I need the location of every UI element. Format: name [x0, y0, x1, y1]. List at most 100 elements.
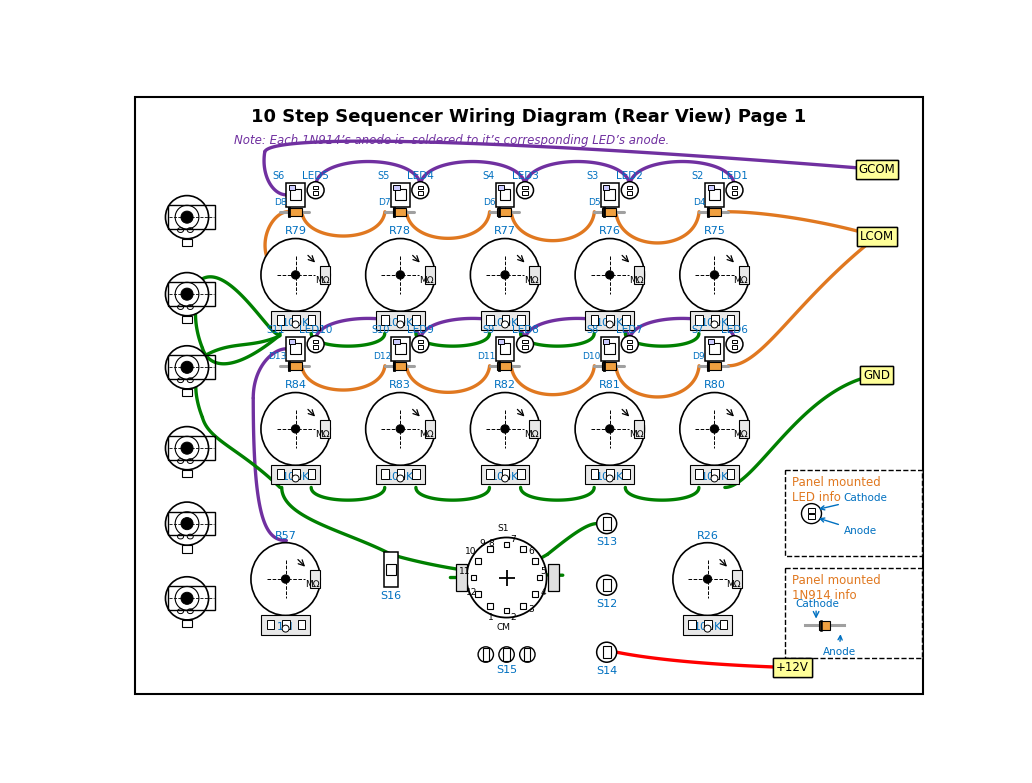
Bar [732, 570, 742, 588]
Bar [167, 355, 215, 379]
Text: 4: 4 [541, 588, 546, 597]
Bar [705, 337, 723, 361]
Circle shape [412, 182, 429, 199]
Text: D6: D6 [483, 198, 495, 207]
Ellipse shape [680, 392, 749, 465]
Circle shape [466, 537, 547, 618]
Bar [498, 339, 505, 345]
Circle shape [181, 442, 193, 454]
Bar [182, 620, 192, 627]
Text: 100K: 100K [694, 622, 721, 632]
Bar [739, 420, 749, 438]
Text: LED10: LED10 [299, 325, 332, 335]
Bar [524, 648, 530, 661]
Bar [381, 470, 389, 479]
Circle shape [606, 271, 614, 279]
Bar [696, 470, 703, 479]
Bar [517, 470, 525, 479]
Bar [277, 470, 284, 479]
Text: 100K: 100K [386, 318, 415, 327]
Text: R82: R82 [494, 381, 516, 391]
Bar [603, 339, 609, 345]
Text: S3: S3 [587, 171, 599, 181]
Circle shape [165, 577, 208, 620]
Text: MΩ: MΩ [315, 430, 329, 438]
Bar [392, 362, 407, 370]
Circle shape [291, 271, 299, 279]
Ellipse shape [365, 392, 434, 465]
Text: MΩ: MΩ [524, 430, 539, 438]
Circle shape [711, 321, 718, 328]
Circle shape [165, 346, 208, 389]
Text: LED8: LED8 [512, 325, 539, 335]
Circle shape [498, 647, 514, 662]
Bar [476, 591, 481, 597]
Bar [481, 312, 529, 330]
Text: LED9: LED9 [407, 325, 433, 335]
Bar [683, 615, 732, 634]
Bar [167, 436, 215, 460]
Ellipse shape [680, 239, 749, 312]
Text: 10: 10 [465, 547, 477, 556]
Bar [495, 337, 514, 361]
Text: S10: S10 [372, 325, 389, 335]
Circle shape [181, 211, 193, 223]
Circle shape [181, 592, 193, 604]
Circle shape [292, 475, 299, 482]
Bar [784, 470, 922, 556]
Circle shape [396, 424, 405, 433]
Text: D5: D5 [588, 198, 601, 207]
Bar [486, 316, 493, 325]
Text: R78: R78 [389, 226, 412, 236]
Text: S13: S13 [596, 537, 617, 547]
Circle shape [520, 647, 535, 662]
Bar [705, 182, 723, 207]
Bar [727, 316, 734, 325]
Circle shape [165, 427, 208, 470]
Bar [548, 564, 559, 591]
Bar [395, 189, 406, 200]
Bar [606, 316, 614, 325]
Circle shape [502, 475, 509, 482]
Circle shape [308, 336, 324, 352]
Text: 100K: 100K [595, 471, 624, 482]
Ellipse shape [251, 543, 320, 615]
Bar [167, 512, 215, 536]
Bar [320, 420, 330, 438]
Text: D13: D13 [268, 352, 286, 361]
Bar [313, 191, 318, 195]
Circle shape [501, 271, 509, 279]
Text: 1M: 1M [278, 622, 294, 632]
Text: S14: S14 [596, 666, 617, 676]
Bar [292, 470, 299, 479]
Bar [784, 568, 922, 659]
Text: 100K: 100K [386, 471, 415, 482]
Bar [732, 191, 737, 195]
Text: 1: 1 [488, 613, 494, 622]
Bar [167, 283, 215, 306]
Bar [732, 186, 737, 189]
Text: D10: D10 [582, 352, 601, 361]
Text: 5: 5 [541, 567, 546, 576]
Circle shape [517, 336, 534, 352]
Circle shape [606, 475, 613, 482]
Bar [487, 603, 493, 608]
Circle shape [704, 575, 712, 583]
Bar [622, 470, 630, 479]
Bar [277, 316, 284, 325]
Bar [688, 619, 697, 630]
Bar [167, 205, 215, 229]
Bar [634, 266, 644, 283]
Circle shape [308, 182, 324, 199]
Text: D4: D4 [692, 198, 705, 207]
Text: 100K: 100K [701, 318, 729, 327]
Bar [808, 514, 814, 519]
Bar [601, 337, 619, 361]
Bar [282, 619, 290, 630]
Text: MΩ: MΩ [734, 430, 748, 438]
Bar [709, 344, 720, 354]
Bar [271, 312, 320, 330]
Text: MΩ: MΩ [419, 430, 434, 438]
Bar [603, 518, 611, 530]
Text: Note: Each 1N914’s anode is  soldered to it’s corresponding LED’s anode.: Note: Each 1N914’s anode is soldered to … [233, 134, 669, 147]
